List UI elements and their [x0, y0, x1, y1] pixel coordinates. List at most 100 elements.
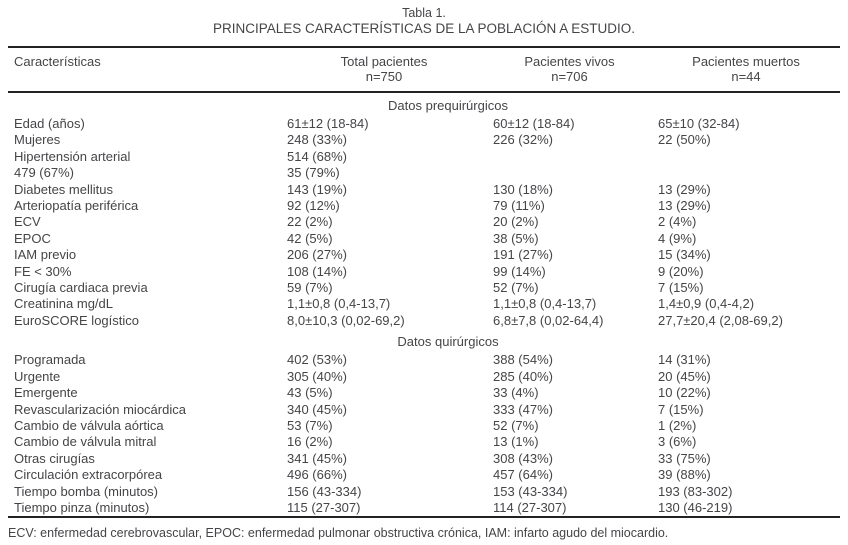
col-header-muertos-n: n=44 — [731, 69, 761, 84]
cell-muertos: 2 (4%) — [658, 214, 697, 230]
cell-total: 108 (14%) — [287, 263, 347, 279]
cell-total: 115 (27-307) — [287, 499, 361, 515]
table-row: Cambio de válvula aórtica 53 (7%) 52 (7%) 1… — [8, 418, 840, 434]
row-label: Cambio de válvula mitral — [14, 434, 157, 450]
cell-muertos: 1 (2%) — [658, 417, 697, 433]
section-title: Datos quirúrgicos — [397, 334, 499, 350]
cell-muertos: 4 (9%) — [658, 230, 697, 246]
cell-total: 53 (7%) — [287, 417, 333, 433]
table-row: ECV 22 (2%) 20 (2%) 2 (4%) — [8, 214, 840, 230]
table-body: Datos prequirúrgicos Edad (años) 61±12 (18… — [8, 92, 840, 517]
cell-total: 248 (33%) — [287, 132, 347, 148]
row-label: EuroSCORE logístico — [14, 312, 139, 328]
col-header-vivos-n: n=706 — [551, 69, 588, 84]
row-label: Arteriopatía periférica — [14, 198, 139, 214]
cell-total: 16 (2%) — [287, 434, 333, 450]
cell-muertos: 15 (34%) — [658, 247, 711, 263]
table-row: Diabetes mellitus 143 (19%) 130 (18%) 13 (2… — [8, 182, 840, 198]
table-row: Urgente 305 (40%) 285 (40%) 20 (45%) — [8, 369, 840, 385]
cell-muertos: 1,4±0,9 (0,4-4,2) — [658, 296, 755, 312]
cell-vivos: 99 (14%) — [493, 263, 546, 279]
cell-vivos: 38 (5%) — [493, 230, 539, 246]
col-header-total-n: n=750 — [365, 69, 403, 84]
cell-muertos — [652, 165, 840, 181]
col-header-vivos-label: Pacientes vivos — [524, 54, 615, 69]
cell-muertos: 13 (29%) — [658, 198, 711, 214]
cell-muertos: 9 (20%) — [658, 263, 704, 279]
table-number: Tabla 1. — [402, 6, 446, 20]
cell-muertos: 7 (15%) — [658, 401, 704, 417]
cell-muertos: 65±10 (32-84) — [658, 116, 740, 131]
row-label: Otras cirugías — [14, 450, 95, 466]
footnote: ECV: enfermedad cerebrovascular, EPOC: e… — [8, 526, 669, 541]
cell-vivos: 13 (1%) — [493, 434, 539, 450]
section-title: Datos prequirúrgicos — [388, 98, 508, 113]
row-label: Mujeres — [14, 132, 61, 148]
row-label: FE < 30% — [14, 263, 72, 279]
cell-vivos: 52 (7%) — [493, 280, 539, 296]
col-header-pacientes-vivos: Pacientes vivos n=706 — [487, 47, 652, 92]
table-row: Edad (años) 61±12 (18-84) 60±12 (18-84) 65±… — [8, 116, 840, 132]
cell-total: 143 (19%) — [287, 181, 347, 197]
cell-total: 340 (45%) — [287, 401, 347, 417]
col-header-caracteristicas: Características — [14, 54, 101, 69]
cell-total: 42 (5%) — [287, 230, 333, 246]
characteristics-table: Características Total pacientes n=750 Pa… — [8, 46, 840, 519]
cell-vivos: 60±12 (18-84) — [493, 116, 575, 131]
table-row: Revascularización miocárdica 340 (45%) 333… — [8, 402, 840, 418]
table-row: EuroSCORE logístico 8,0±10,3 (0,02-69,2) 6… — [8, 313, 840, 329]
row-label: Cambio de válvula aórtica — [14, 417, 164, 433]
table-row: Hipertensión arterial 514 (68%) — [8, 149, 840, 165]
row-label: Diabetes mellitus — [14, 181, 113, 197]
row-label: EPOC — [14, 230, 51, 246]
cell-vivos: 308 (43%) — [493, 450, 553, 466]
row-label: Edad (años) — [14, 116, 85, 131]
cell-vivos: 226 (32%) — [493, 132, 553, 148]
section-header-row: Datos quirúrgicos — [8, 329, 840, 352]
table-header-row: Características Total pacientes n=750 Pa… — [8, 47, 840, 92]
row-label: Circulación extracorpórea — [14, 467, 163, 483]
cell-muertos: 22 (50%) — [658, 132, 711, 148]
col-header-total-label: Total pacientes — [340, 54, 428, 69]
cell-muertos: 20 (45%) — [658, 368, 711, 384]
cell-total: 61±12 (18-84) — [287, 116, 369, 131]
cell-total: 402 (53%) — [287, 352, 347, 368]
cell-vivos: 6,8±7,8 (0,02-64,4) — [493, 312, 604, 328]
cell-muertos: 130 (46-219) — [658, 499, 733, 515]
cell-muertos: 33 (75%) — [658, 450, 711, 466]
table-row: Creatinina mg/dL 1,1±0,8 (0,4-13,7) 1,1±0,… — [8, 296, 840, 312]
row-label: Programada — [14, 352, 86, 368]
cell-total: 1,1±0,8 (0,4-13,7) — [287, 296, 391, 312]
row-label: Emergente — [14, 385, 78, 401]
table-row: FE < 30% 108 (14%) 99 (14%) 9 (20%) — [8, 264, 840, 280]
cell-total: 22 (2%) — [287, 214, 333, 230]
cell-muertos: 27,7±20,4 (2,08-69,2) — [658, 312, 783, 328]
cell-vivos — [487, 149, 652, 165]
row-label: Hipertensión arterial — [14, 148, 131, 164]
table-row: Tiempo bomba (minutos) 156 (43-334) 153 (4… — [8, 484, 840, 500]
cell-vivos: 79 (11%) — [493, 198, 545, 214]
cell-vivos: 285 (40%) — [493, 368, 553, 384]
table-title: PRINCIPALES CARACTERÍSTICAS DE LA POBLAC… — [212, 21, 636, 36]
row-label: Urgente — [14, 368, 61, 384]
cell-muertos: 193 (83-302) — [658, 483, 733, 499]
cell-total: 92 (12%) — [287, 198, 340, 214]
table-row: Cambio de válvula mitral 16 (2%) 13 (1%) 3 … — [8, 434, 840, 450]
row-label: Creatinina mg/dL — [14, 296, 113, 312]
row-label: Revascularización miocárdica — [14, 401, 186, 417]
cell-total: 8,0±10,3 (0,02-69,2) — [287, 312, 405, 328]
cell-muertos — [652, 149, 840, 165]
cell-total: 35 (79%) — [287, 165, 340, 181]
cell-total: 305 (40%) — [287, 368, 347, 384]
cell-muertos: 13 (29%) — [658, 181, 711, 197]
row-label: IAM previo — [14, 247, 77, 263]
cell-muertos: 3 (6%) — [658, 434, 697, 450]
cell-total: 496 (66%) — [287, 467, 347, 483]
cell-total: 59 (7%) — [287, 280, 333, 296]
table-row: Cirugía cardiaca previa 59 (7%) 52 (7%) 7 (… — [8, 280, 840, 296]
cell-vivos: 130 (18%) — [493, 181, 553, 197]
row-label: 479 (67%) — [14, 165, 74, 181]
cell-vivos: 114 (27-307) — [493, 499, 567, 515]
section-header-row: Datos prequirúrgicos — [8, 92, 840, 116]
